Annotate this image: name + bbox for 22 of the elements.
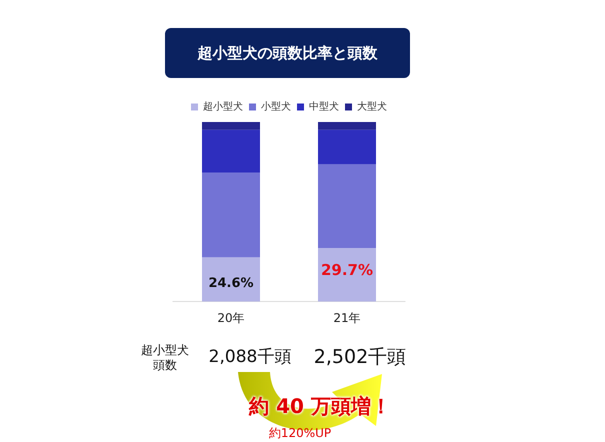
bar: [202, 130, 260, 172]
legend-label: 中型犬: [309, 100, 339, 113]
bar: [202, 122, 260, 130]
text: 2,088千頭: [208, 347, 292, 368]
data-label: 29.7%: [320, 260, 374, 279]
bar: [318, 130, 376, 164]
legend-label: 小型犬: [261, 100, 291, 113]
text: 頭数: [152, 358, 178, 372]
x-tick-label: 20年: [217, 310, 245, 325]
text: 超小型犬: [140, 343, 190, 358]
legend-label: 超小型犬: [203, 100, 243, 113]
bar: [202, 172, 260, 258]
legend-label: 大型犬: [357, 100, 387, 113]
chart-title: 超小型犬の頭数比率と頭数: [165, 28, 410, 78]
bar: [318, 122, 376, 130]
bar: [202, 257, 260, 302]
x-tick-label: 21年: [333, 310, 361, 325]
bar: [318, 164, 376, 248]
text: 2,502千頭: [312, 346, 408, 369]
bar: [318, 248, 376, 302]
text: 約120%UP: [268, 426, 332, 440]
data-label: 24.6%: [208, 276, 254, 291]
